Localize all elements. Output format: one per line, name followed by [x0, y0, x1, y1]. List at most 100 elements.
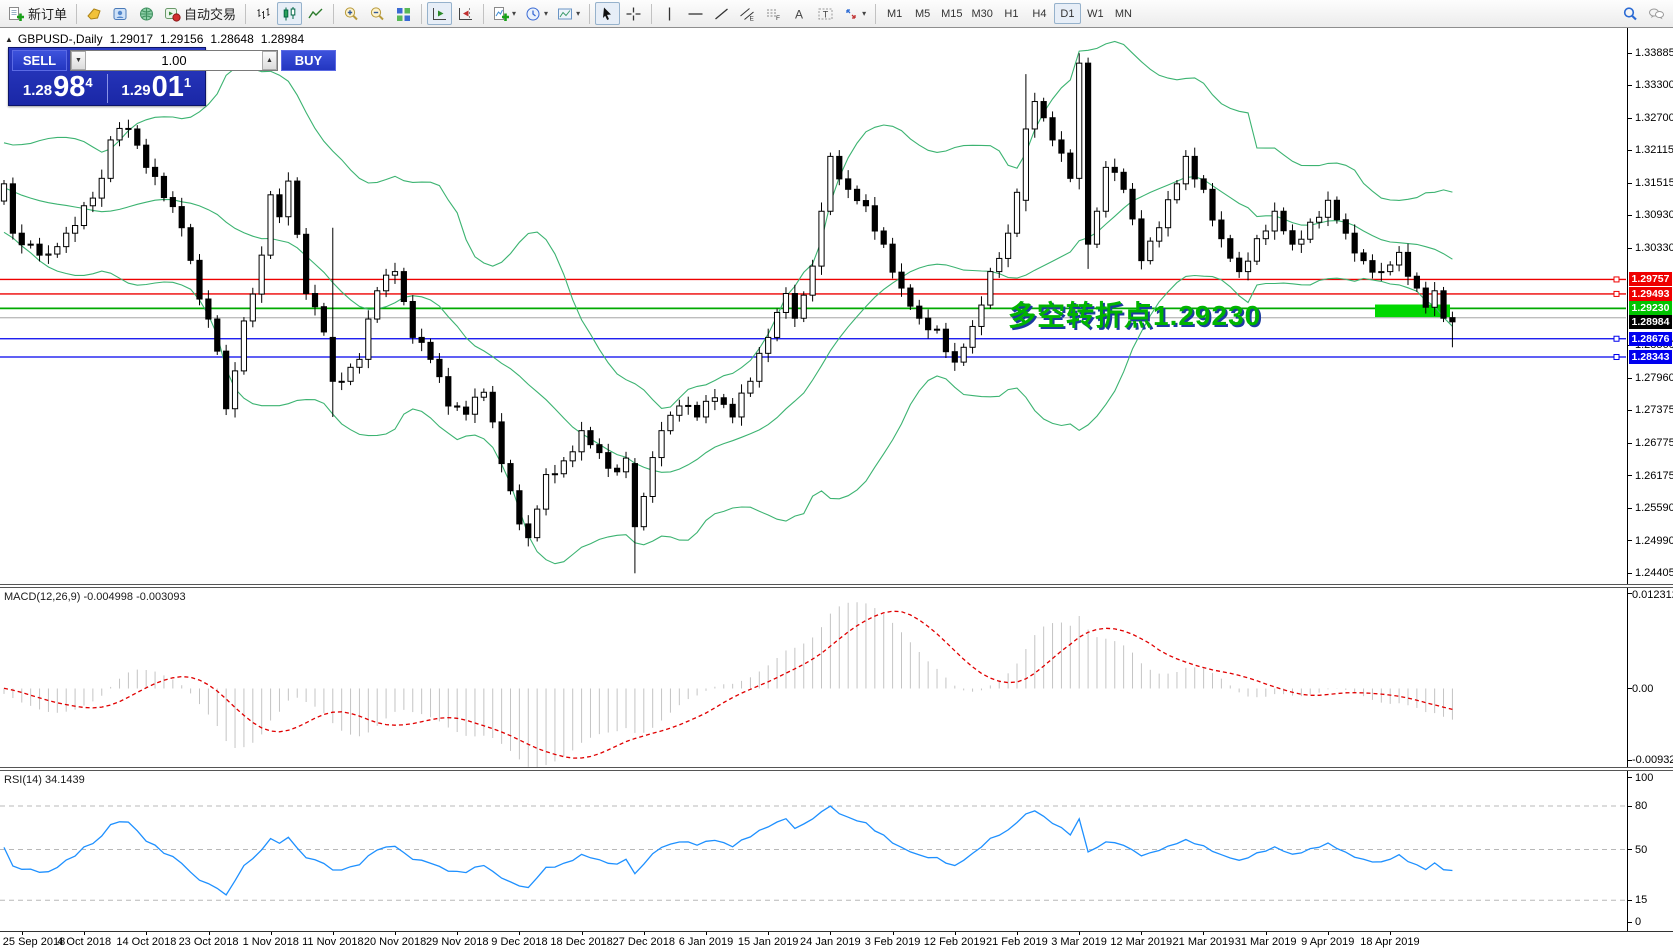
volume-input[interactable] [86, 51, 262, 70]
buy-price-sup: 1 [183, 75, 192, 90]
horizontal-line-button[interactable] [683, 2, 708, 25]
equidistant-channel-icon: E [740, 7, 755, 22]
chart-shift-icon [459, 7, 473, 20]
tile-windows-button[interactable] [391, 2, 416, 25]
volume-increase-button[interactable]: ▲ [262, 51, 277, 70]
date-label: 31 Mar 2019 [1234, 936, 1297, 948]
rsi-tick: 0 [1635, 916, 1642, 928]
chart-shift-button[interactable] [453, 2, 478, 25]
toolbar-separator [76, 3, 78, 24]
svg-text:T: T [823, 9, 829, 19]
timeframe-H1[interactable]: H1 [1004, 7, 1019, 20]
sell-price[interactable]: 1.28 98 4 [9, 73, 107, 104]
date-tick-mark [1265, 932, 1267, 935]
fibonacci-button[interactable]: F [761, 2, 786, 25]
zoom-in-button[interactable] [339, 2, 364, 25]
zoom-out-button[interactable] [365, 2, 390, 25]
autotrading-button[interactable]: 自动交易 [160, 2, 240, 25]
price-tick: 1.26175 [1635, 469, 1673, 482]
indicators-button[interactable]: ▾ [489, 2, 520, 25]
price-axis[interactable]: 1.33885 1.33300 1.32700 1.32115 1.31515 1.309… [1627, 28, 1673, 584]
timeframe-D1[interactable]: D1 [1053, 3, 1081, 24]
sell-price-sup: 4 [85, 75, 93, 90]
price-tick-mark [1628, 214, 1632, 216]
main-chart-pane[interactable]: 1.33885 1.33300 1.32700 1.32115 1.31515 1.309… [0, 28, 1673, 584]
data-window-button[interactable] [108, 2, 133, 25]
new-order-button[interactable]: 新订单 [4, 2, 71, 25]
templates-dropdown-icon[interactable]: ▾ [576, 8, 581, 18]
chart-area: 1.33885 1.33300 1.32700 1.32115 1.31515 1.309… [0, 28, 1673, 951]
date-label: 15 Jan 2019 [737, 936, 799, 948]
candlestick-chart-button[interactable] [277, 2, 303, 25]
indicators-dropdown-icon[interactable]: ▾ [512, 8, 517, 18]
macd-tick-mark [1628, 688, 1632, 689]
symbol-period-label: GBPUSD-,Daily [17, 32, 103, 46]
pane-splitter[interactable] [0, 767, 1673, 771]
timeframe-M1[interactable]: M1 [886, 7, 903, 20]
price-tick-mark [1628, 442, 1632, 444]
date-label: 9 Dec 2018 [491, 936, 548, 948]
macd-tick-mark [1628, 593, 1632, 594]
line-chart-button[interactable] [303, 2, 328, 25]
line-chart-icon [308, 8, 323, 18]
autoscroll-button[interactable] [427, 2, 453, 25]
cursor-button[interactable] [595, 2, 621, 25]
market-watch-button[interactable] [82, 2, 107, 25]
collapse-icon[interactable]: ▲ [5, 34, 13, 44]
timeframe-M30[interactable]: M30 [971, 7, 993, 20]
zoom-out-icon [370, 6, 384, 20]
periods-button[interactable]: ▾ [521, 2, 552, 25]
buy-button[interactable]: BUY [281, 50, 336, 71]
price-tick: 1.24990 [1635, 534, 1673, 547]
candlestick-chart[interactable] [0, 28, 1626, 584]
sell-button[interactable]: SELL [12, 50, 67, 71]
search-icon [1623, 6, 1637, 20]
rsi-tick-mark [1628, 849, 1632, 850]
equidistant-channel-button[interactable]: E [735, 2, 760, 25]
buy-price-whole: 1.29 [121, 82, 151, 99]
buy-price[interactable]: 1.29 01 1 [108, 73, 206, 104]
timeframe-H4[interactable]: H4 [1032, 7, 1047, 20]
crosshair-button[interactable] [621, 2, 646, 25]
candlestick-chart-icon [283, 6, 296, 20]
timeframe-M5[interactable]: M5 [914, 7, 931, 20]
macd-tick: 0.012312 [1632, 589, 1673, 601]
templates-button[interactable]: ▾ [553, 2, 584, 25]
trendline-button[interactable] [709, 2, 734, 25]
text-label-button[interactable]: T [813, 2, 838, 25]
date-tick-mark [1327, 932, 1329, 935]
rsi-tick-mark [1628, 899, 1632, 901]
new-order-icon [9, 6, 24, 21]
date-tick-mark [768, 932, 770, 935]
date-label: 11 Nov 2018 [302, 936, 364, 948]
arrows-dropdown-icon[interactable]: ▾ [862, 8, 867, 18]
volume-decrease-button[interactable]: ▼ [71, 51, 86, 70]
vertical-line-button[interactable] [657, 2, 682, 25]
date-tick-mark [1203, 932, 1205, 935]
macd-pane[interactable]: 0.012312 0.00 -0.009328 MACD(12,26,9) -0.0… [0, 588, 1673, 767]
macd-label: MACD(12,26,9) -0.004998 -0.003093 [4, 591, 186, 603]
bar-chart-button[interactable] [251, 2, 276, 25]
periods-dropdown-icon[interactable]: ▾ [544, 8, 549, 18]
timeframe-MN[interactable]: MN [1114, 7, 1132, 20]
chat-button[interactable] [1644, 2, 1669, 25]
indicators-icon [494, 6, 510, 21]
rsi-tick-mark [1628, 921, 1632, 923]
toolbar-separator [589, 3, 591, 24]
search-button[interactable] [1618, 2, 1643, 25]
date-tick-mark [892, 932, 894, 935]
date-axis[interactable]: 25 Sep 2018 4 Oct 2018 14 Oct 2018 23 Oct 2… [0, 931, 1673, 951]
text-button[interactable]: A [787, 2, 812, 25]
date-tick-mark [270, 932, 272, 935]
rsi-tick-mark [1628, 776, 1632, 778]
date-label: 3 Mar 2019 [1051, 936, 1107, 948]
arrows-button[interactable]: ▾ [839, 2, 870, 25]
pane-splitter[interactable] [0, 584, 1673, 588]
price-tick-mark [1628, 475, 1632, 477]
rsi-pane[interactable]: 100 80 50 15 0 RSI(14) 34.1439 [0, 771, 1673, 931]
date-tick-mark [457, 932, 459, 935]
navigator-button[interactable] [134, 2, 159, 25]
timeframe-W1[interactable]: W1 [1087, 7, 1104, 20]
price-tick: 1.32700 [1635, 112, 1673, 124]
timeframe-M15[interactable]: M15 [941, 7, 963, 20]
